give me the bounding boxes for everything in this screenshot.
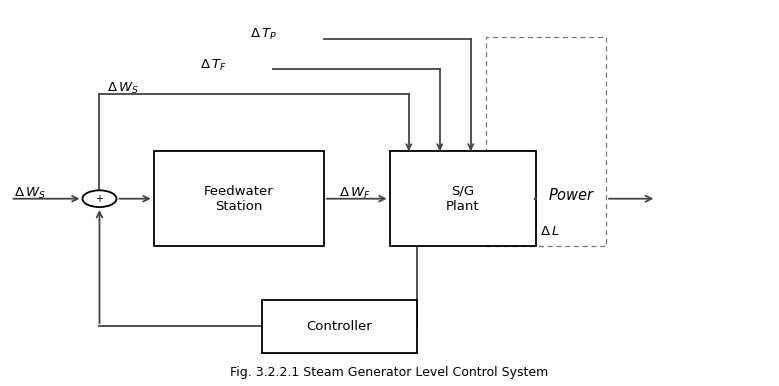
Text: +: + [96, 194, 104, 204]
Bar [262, 300, 417, 353]
Text: $\Delta\,W_S$: $\Delta\,W_S$ [108, 81, 139, 96]
Text: Controller: Controller [306, 320, 372, 333]
Bar [153, 151, 324, 246]
Text: $\Delta\,T_P$: $\Delta\,T_P$ [250, 26, 277, 42]
Bar [486, 37, 606, 246]
Text: S/G
Plant: S/G Plant [446, 185, 480, 213]
Text: $\Delta\,W_F$: $\Delta\,W_F$ [339, 186, 371, 201]
Text: $\Delta\,W_S$: $\Delta\,W_S$ [14, 185, 46, 201]
Text: Fig. 3.2.2.1 Steam Generator Level Control System: Fig. 3.2.2.1 Steam Generator Level Contr… [231, 366, 548, 379]
Text: $\Delta\,L$: $\Delta\,L$ [541, 225, 560, 237]
Text: $\mathit{Power}$: $\mathit{Power}$ [548, 187, 596, 203]
Bar [390, 151, 537, 246]
Text: Feedwater
Station: Feedwater Station [204, 185, 273, 213]
Text: $\Delta\,T_F$: $\Delta\,T_F$ [200, 58, 227, 73]
